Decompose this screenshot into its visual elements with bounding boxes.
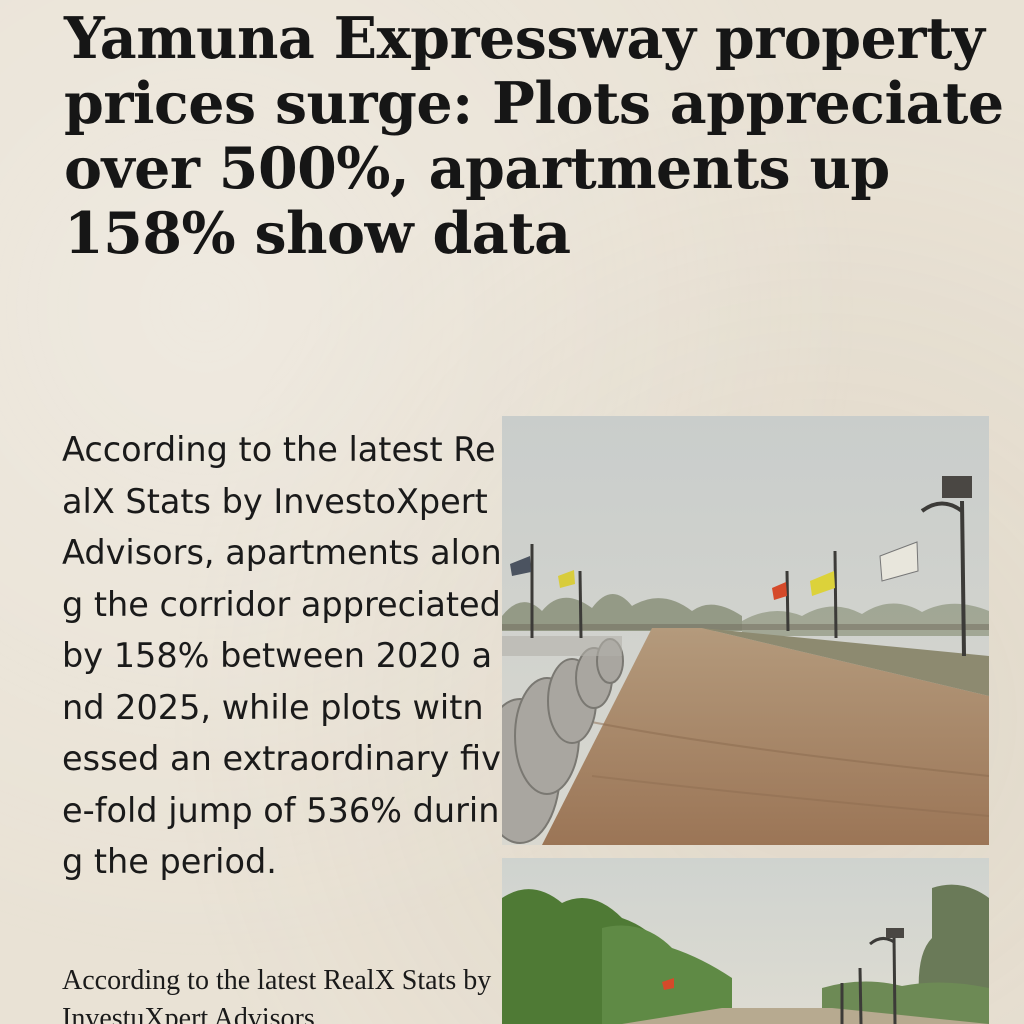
road-photo-bottom [502, 858, 989, 1024]
road-photo-top [502, 416, 989, 845]
article-lede: According to the latest RealX Stats by I… [62, 430, 502, 881]
article-paragraph: According to the latest RealX Stats by I… [62, 965, 492, 1024]
article-headline: Yamuna Expressway property prices surge:… [64, 5, 1004, 267]
